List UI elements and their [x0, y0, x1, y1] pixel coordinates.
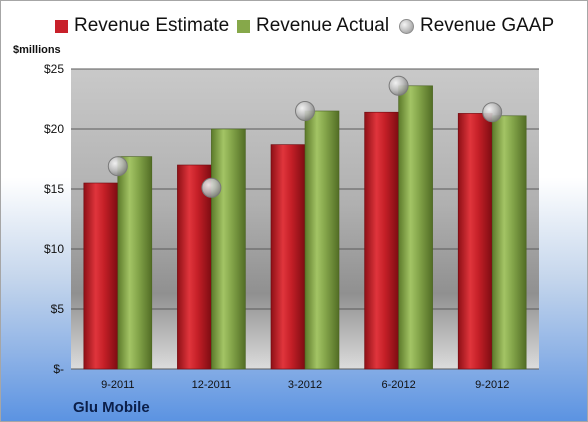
bar-revenue-estimate: [177, 164, 212, 370]
legend: Revenue Estimate Revenue Actual Revenue …: [1, 13, 587, 43]
legend-item-estimate: Revenue Estimate: [55, 15, 229, 37]
legend-swatch-actual: [237, 19, 250, 33]
marker-revenue-gaap: [201, 177, 222, 198]
x-tick-label: 6-2012: [381, 379, 415, 391]
y-tick-label: $-: [53, 362, 64, 376]
x-tick-label: 9-2012: [475, 379, 509, 391]
bar-revenue-estimate: [364, 111, 399, 370]
y-tick-label: $25: [44, 62, 64, 76]
marker-revenue-gaap: [295, 101, 315, 121]
bar-revenue-actual: [304, 110, 340, 370]
marker-revenue-gaap: [388, 75, 409, 96]
y-tick-label: $20: [44, 122, 64, 136]
marker-revenue-gaap: [107, 156, 128, 177]
company-name: Glu Mobile: [73, 399, 150, 416]
y-tick-label: $15: [44, 182, 64, 196]
bar-revenue-actual: [491, 115, 527, 370]
gaap-markers: [107, 75, 503, 198]
x-tick-label: 3-2012: [288, 379, 322, 391]
bars: [83, 85, 527, 370]
legend-label-gaap: Revenue GAAP: [420, 15, 555, 36]
x-axis-ticks: 9-2011 12-2011 3-2012 6-2012 9-2012: [101, 379, 509, 391]
y-tick-label: $10: [44, 242, 64, 256]
bar-revenue-estimate: [457, 113, 493, 370]
bar-revenue-actual: [211, 128, 246, 370]
y-tick-label: $5: [51, 302, 65, 316]
legend-item-actual: Revenue Actual: [237, 15, 389, 37]
x-tick-label: 12-2011: [192, 379, 232, 391]
legend-label-actual: Revenue Actual: [256, 15, 390, 36]
legend-marker-gaap: [399, 18, 414, 34]
bar-revenue-estimate: [83, 182, 119, 370]
bar-revenue-actual: [398, 85, 433, 370]
y-axis-ticks: $- $5 $10 $15 $20 $25: [44, 62, 64, 376]
bar-revenue-actual: [117, 156, 153, 370]
marker-revenue-gaap: [482, 102, 503, 123]
bar-revenue-estimate: [270, 144, 306, 370]
x-tick-label: 9-2011: [101, 379, 134, 391]
legend-swatch-estimate: [55, 19, 68, 33]
legend-item-gaap: Revenue GAAP: [399, 15, 554, 37]
y-axis-unit-label: $millions: [13, 44, 61, 56]
legend-label-estimate: Revenue Estimate: [74, 15, 230, 36]
